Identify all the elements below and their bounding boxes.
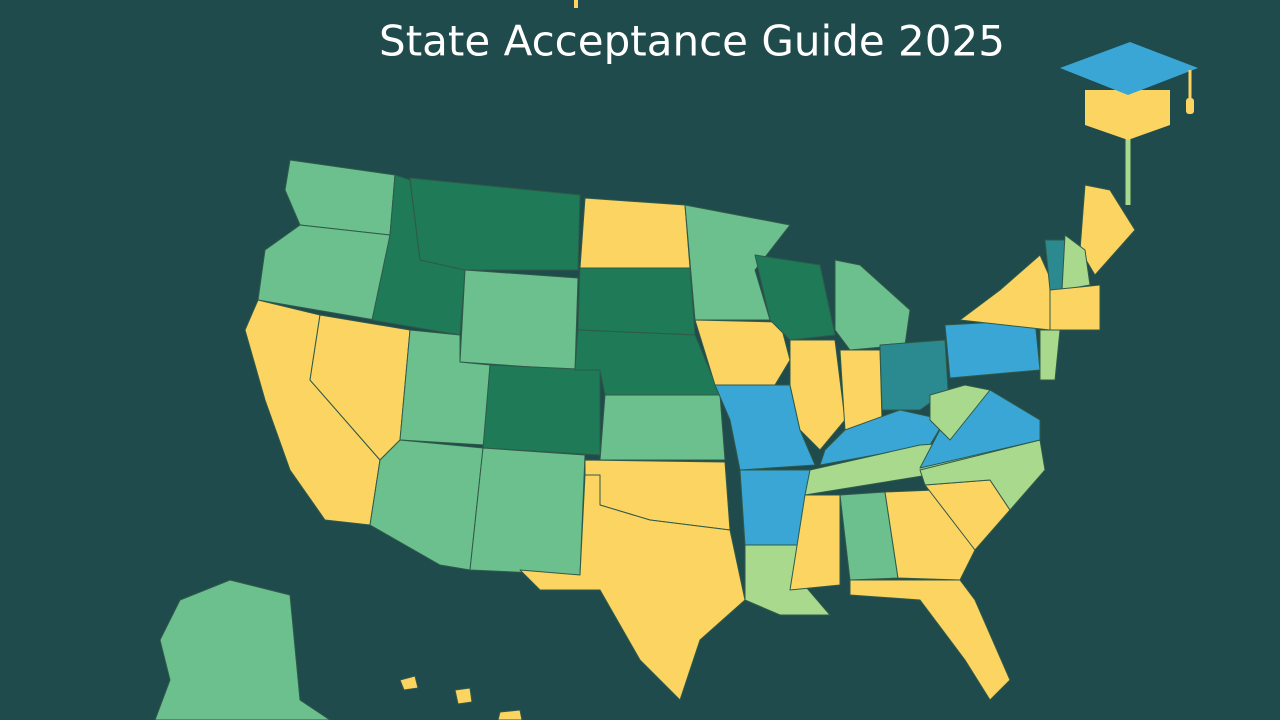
state-shape <box>577 267 696 336</box>
state-shape <box>694 319 791 386</box>
state-shape <box>884 489 976 581</box>
title: State Acceptance Guide 2025 <box>379 17 1005 66</box>
state-shape <box>519 474 746 701</box>
state-shape <box>469 447 586 576</box>
state-shape <box>1049 284 1101 331</box>
state-shape <box>929 384 991 441</box>
state-shape <box>754 254 836 341</box>
icon-cap-base <box>1085 90 1170 140</box>
state-shape <box>409 177 581 271</box>
state-shape <box>839 349 883 431</box>
state-shape <box>1079 184 1136 276</box>
state-shape <box>497 709 523 720</box>
icon-tassel-end <box>1186 98 1194 114</box>
state-shape <box>1039 329 1061 381</box>
state-shape <box>579 197 691 269</box>
state-shape <box>789 339 846 451</box>
state-shape <box>454 687 473 705</box>
state-shape <box>789 494 841 591</box>
state-shape <box>849 579 1011 701</box>
icon-cap-top <box>1060 42 1198 95</box>
states <box>154 159 1136 720</box>
state-shape <box>1061 234 1091 291</box>
state-shape <box>599 394 726 461</box>
graduation-cap-icon <box>1060 42 1198 205</box>
state-shape <box>459 269 579 371</box>
state-shape <box>154 579 331 720</box>
state-shape <box>399 675 419 691</box>
state-shape <box>944 319 1041 379</box>
state-shape <box>684 204 791 321</box>
state-shape <box>482 364 601 456</box>
